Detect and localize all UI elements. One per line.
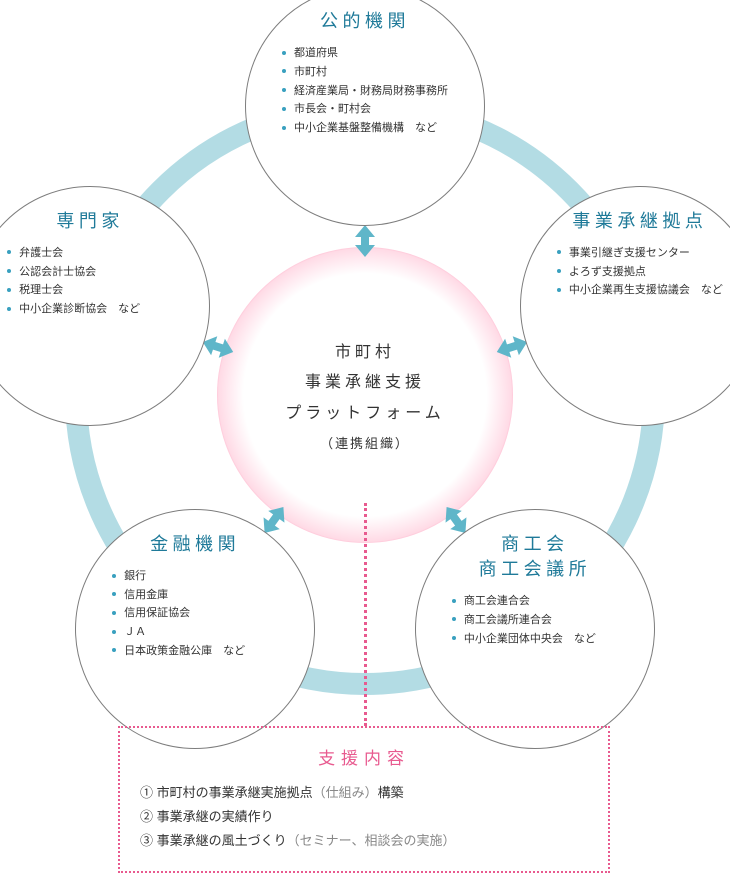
support-line-note: （仕組み） xyxy=(313,785,378,800)
node-item: 弁護士会 xyxy=(7,244,191,263)
support-line: ③ 事業承継の風土づくり（セミナー、相談会の実施） xyxy=(140,829,588,853)
support-line-main: ① 市町村の事業承継実施拠点 xyxy=(140,785,313,800)
node-title-succession: 事業承継拠点 xyxy=(572,209,707,234)
node-items-public: 都道府県市町村経済産業局・財務局財務事務所市長会・町村会中小企業基盤整備機構 な… xyxy=(246,44,484,137)
node-item: 事業引継ぎ支援センター xyxy=(557,244,730,263)
node-item: 公認会計士協会 xyxy=(7,263,191,282)
node-item: 日本政策金融公庫 など xyxy=(112,642,296,661)
node-item: 市長会・町村会 xyxy=(282,100,466,119)
center-sub: （連携組織） xyxy=(320,433,410,452)
support-box: 支援内容 ① 市町村の事業承継実施拠点（仕組み）構築 ② 事業承継の実績作り ③ 事業… xyxy=(118,726,610,873)
center-title: 市町村事業承継支援プラットフォーム xyxy=(285,338,445,429)
node-title-chamber: 商工会商工会議所 xyxy=(479,532,592,582)
node-item: 商工会議所連合会 xyxy=(452,611,636,630)
node-item: 商工会連合会 xyxy=(452,592,636,611)
node-items-expert: 弁護士会公認会計士協会税理士会中小企業診断協会 など xyxy=(0,244,209,319)
connector-arrow xyxy=(352,225,378,257)
node-items-chamber: 商工会連合会商工会議所連合会中小企業団体中央会 など xyxy=(416,592,654,648)
node-item: 中小企業基盤整備機構 など xyxy=(282,119,466,138)
node-title-line: 専門家 xyxy=(56,209,124,234)
node-item: 信用保証協会 xyxy=(112,604,296,623)
center-line3: プラットフォーム xyxy=(285,405,445,422)
node-item: 都道府県 xyxy=(282,44,466,63)
node-item: 中小企業再生支援協議会 など xyxy=(557,281,730,300)
support-line: ① 市町村の事業承継実施拠点（仕組み）構築 xyxy=(140,781,588,805)
node-item: ＪＡ xyxy=(112,623,296,642)
support-lines: ① 市町村の事業承継実施拠点（仕組み）構築 ② 事業承継の実績作り ③ 事業承継の風… xyxy=(140,781,588,853)
node-items-succession: 事業引継ぎ支援センターよろず支援拠点中小企業再生支援協議会 など xyxy=(521,244,730,300)
node-items-finance: 銀行信用金庫信用保証協会ＪＡ日本政策金融公庫 など xyxy=(76,567,314,660)
center-line2: 事業承継支援 xyxy=(305,374,425,391)
node-title-line: 商工会 xyxy=(479,532,592,557)
node-item: 経済産業局・財務局財務事務所 xyxy=(282,82,466,101)
support-line-main: ② 事業承継の実績作り xyxy=(140,809,274,824)
node-title-line: 商工会議所 xyxy=(479,557,592,582)
node-item: 市町村 xyxy=(282,63,466,82)
support-line-main: ③ 事業承継の風土づくり xyxy=(140,833,287,848)
support-connector xyxy=(364,503,367,726)
node-title-expert: 専門家 xyxy=(56,209,124,234)
node-item: 中小企業診断協会 など xyxy=(7,300,191,319)
node-title-line: 公的機関 xyxy=(320,9,410,34)
node-chamber: 商工会商工会議所商工会連合会商工会議所連合会中小企業団体中央会 など xyxy=(415,509,655,749)
center-line1: 市町村 xyxy=(335,344,395,361)
node-title-finance: 金融機関 xyxy=(150,532,240,557)
center-hub: 市町村事業承継支援プラットフォーム （連携組織） xyxy=(257,287,473,503)
support-title: 支援内容 xyxy=(140,744,588,769)
node-item: 銀行 xyxy=(112,567,296,586)
support-line-tail: 構築 xyxy=(378,785,404,800)
node-item: 中小企業団体中央会 など xyxy=(452,630,636,649)
node-title-line: 金融機関 xyxy=(150,532,240,557)
node-finance: 金融機関銀行信用金庫信用保証協会ＪＡ日本政策金融公庫 など xyxy=(75,509,315,749)
node-title-line: 事業承継拠点 xyxy=(572,209,707,234)
node-item: 信用金庫 xyxy=(112,586,296,605)
node-title-public: 公的機関 xyxy=(320,9,410,34)
node-item: 税理士会 xyxy=(7,281,191,300)
node-item: よろず支援拠点 xyxy=(557,263,730,282)
support-line-note: （セミナー、相談会の実施） xyxy=(287,833,456,848)
support-line: ② 事業承継の実績作り xyxy=(140,805,588,829)
